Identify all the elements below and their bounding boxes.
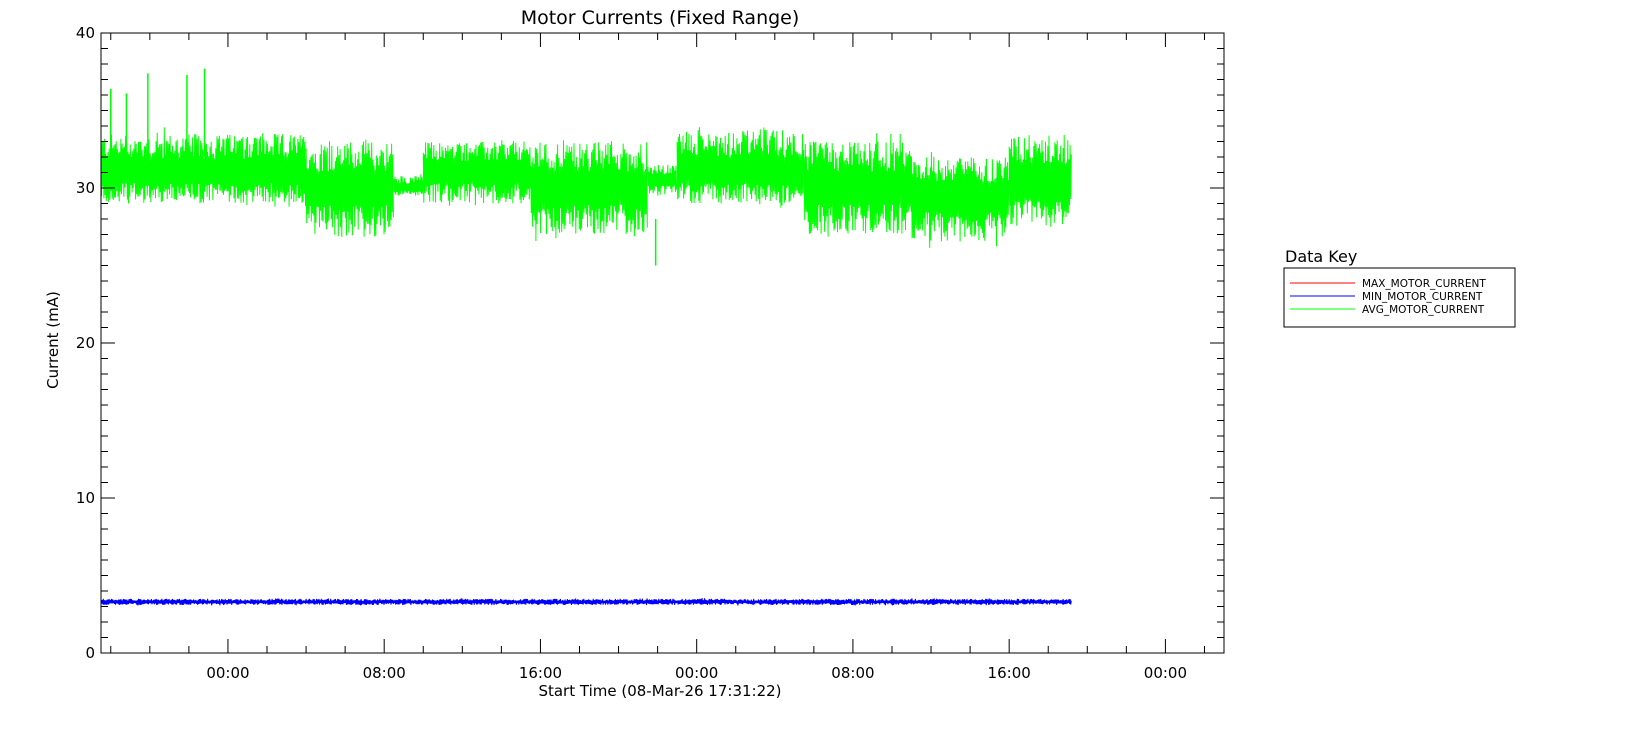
avg-motor-current-line <box>422 140 531 206</box>
avg-motor-current-line <box>100 127 307 207</box>
y-tick-label: 10 <box>76 489 95 507</box>
legend-label: MIN_MOTOR_CURRENT <box>1362 291 1483 303</box>
avg-motor-current-line <box>305 139 394 237</box>
avg-motor-current-line <box>1008 134 1072 227</box>
y-tick-label: 20 <box>76 334 95 352</box>
avg-motor-current-line <box>676 127 805 208</box>
avg-motor-current-line <box>911 151 1010 248</box>
min-motor-current-line <box>100 598 1072 606</box>
legend-title: Data Key <box>1285 247 1357 266</box>
x-axis: 00:00 08:00 16:00 00:00 08:00 16:00 00:00 <box>110 33 1205 682</box>
x-tick-label: 16:00 <box>519 664 562 682</box>
legend-label: MAX_MOTOR_CURRENT <box>1362 278 1486 290</box>
avg-motor-current-line <box>803 133 912 237</box>
legend-box <box>1283 267 1516 328</box>
plot-frame <box>100 32 1225 654</box>
avg-motor-current-line <box>647 164 678 196</box>
x-tick-label: 16:00 <box>988 664 1031 682</box>
plot-series <box>100 68 1072 606</box>
x-axis-label: Start Time (08-Mar-26 17:31:22) <box>538 682 781 700</box>
chart-title: Motor Currents (Fixed Range) <box>521 7 800 29</box>
y-axis: 0 10 20 30 40 <box>76 24 1224 662</box>
y-tick-label: 30 <box>76 179 95 197</box>
x-tick-label: 08:00 <box>831 664 874 682</box>
x-tick-label: 00:00 <box>1144 664 1187 682</box>
y-tick-label: 40 <box>76 24 95 42</box>
legend: Data Key MAX_MOTOR_CURRENTMIN_MOTOR_CURR… <box>1283 247 1516 328</box>
y-tick-label: 0 <box>85 644 95 662</box>
y-axis-label: Current (mA) <box>44 291 62 389</box>
avg-motor-current-line <box>393 174 424 196</box>
avg-motor-current-line <box>530 140 648 242</box>
x-tick-label: 00:00 <box>206 664 249 682</box>
legend-label: AVG_MOTOR_CURRENT <box>1362 304 1485 316</box>
x-tick-label: 00:00 <box>675 664 718 682</box>
x-tick-label: 08:00 <box>363 664 406 682</box>
legend-entries: MAX_MOTOR_CURRENTMIN_MOTOR_CURRENTAVG_MO… <box>1290 278 1486 316</box>
